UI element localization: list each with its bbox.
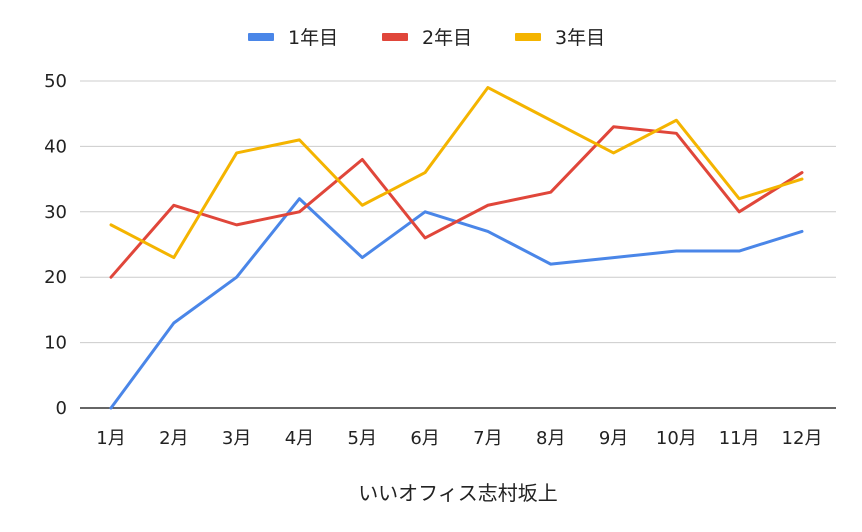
x-tick-label: 7月: [473, 428, 502, 449]
x-tick-label: 4月: [285, 428, 314, 449]
series-lines: [109, 86, 804, 410]
grid: [80, 80, 836, 409]
x-axis-ticks: 1月 2月 3月 4月 5月 6月 7月 8月 9月 10月 11月 12月: [96, 428, 822, 449]
y-tick-label: 0: [56, 398, 67, 419]
x-tick-label: 9月: [599, 428, 628, 449]
x-tick-label: 6月: [410, 428, 439, 449]
y-tick-label: 20: [44, 267, 67, 288]
legend-label-1: 1年目: [288, 27, 338, 49]
legend: 1年目 2年目 3年目: [248, 27, 605, 49]
x-tick-label: 5月: [348, 428, 377, 449]
y-axis-ticks: 0 10 20 30 40 50: [44, 71, 67, 419]
x-tick-label: 1月: [96, 428, 125, 449]
legend-swatch-2: [382, 33, 408, 41]
x-tick-label: 12月: [782, 428, 823, 449]
legend-label-2: 2年目: [422, 27, 472, 49]
x-tick-label: 11月: [719, 428, 760, 449]
x-tick-label: 2月: [159, 428, 188, 449]
series-line-3: [109, 86, 804, 260]
legend-label-3: 3年目: [555, 27, 605, 49]
x-axis-title: いいオフィス志村坂上: [358, 481, 558, 505]
series-line-2: [109, 125, 804, 279]
y-tick-label: 50: [44, 71, 67, 92]
x-tick-label: 10月: [656, 428, 697, 449]
legend-swatch-1: [248, 33, 274, 41]
legend-swatch-3: [515, 33, 541, 41]
y-tick-label: 10: [44, 333, 67, 354]
y-tick-label: 40: [44, 136, 67, 157]
x-tick-label: 8月: [536, 428, 565, 449]
y-tick-label: 30: [44, 202, 67, 223]
x-tick-label: 3月: [222, 428, 251, 449]
series-line-1: [109, 197, 804, 410]
